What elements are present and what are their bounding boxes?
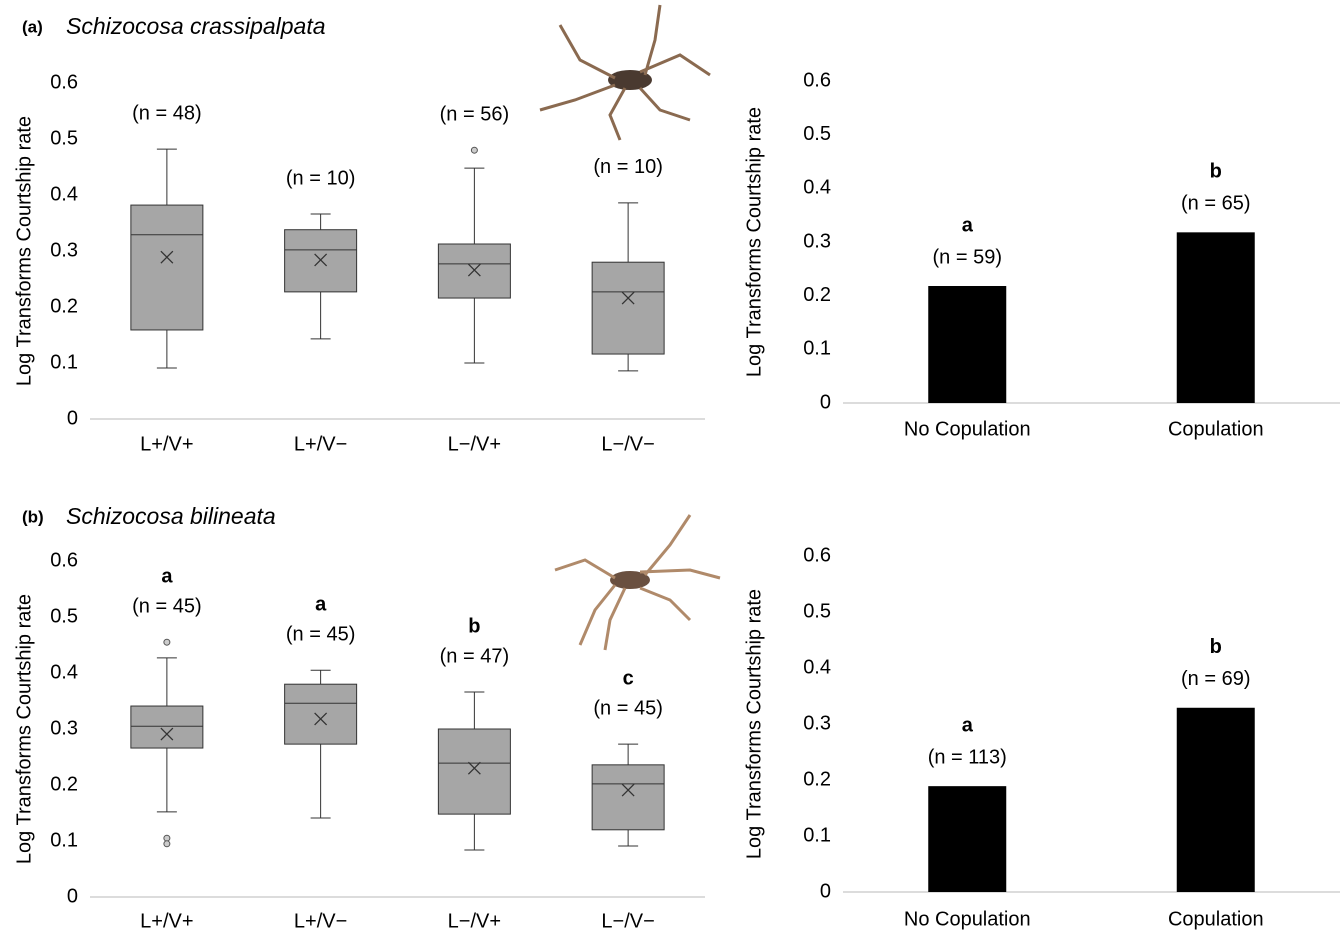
y-axis-label: Log Transforms Courtship rate xyxy=(743,107,765,377)
box xyxy=(592,262,664,354)
bar xyxy=(928,786,1006,892)
y-tick-label: 0 xyxy=(67,407,78,429)
x-tick-label: L−/V+ xyxy=(448,910,501,932)
y-axis-label: Log Transforms Courtship rate xyxy=(13,594,35,864)
y-tick-label: 0.2 xyxy=(50,295,78,317)
y-tick-label: 0 xyxy=(820,391,831,413)
y-tick-label: 0.2 xyxy=(803,284,831,306)
significance-letter: b xyxy=(1210,161,1222,183)
y-tick-label: 0.3 xyxy=(803,230,831,252)
n-label: (n = 47) xyxy=(440,645,509,667)
spider-photo xyxy=(555,515,720,650)
box xyxy=(438,729,510,814)
x-tick-label: L−/V+ xyxy=(448,433,501,455)
y-tick-label: 0.3 xyxy=(50,717,78,739)
box xyxy=(438,244,510,298)
y-tick-label: 0.3 xyxy=(803,712,831,734)
significance-letter: b xyxy=(1210,636,1222,658)
significance-letter: c xyxy=(623,667,634,689)
y-tick-label: 0.2 xyxy=(50,773,78,795)
y-tick-label: 0 xyxy=(820,880,831,902)
panel-label: (a) xyxy=(22,17,43,36)
x-tick-label: L+/V+ xyxy=(140,433,193,455)
n-label: (n = 59) xyxy=(933,246,1002,268)
x-tick-label: L+/V− xyxy=(294,910,347,932)
significance-letter: a xyxy=(315,593,327,615)
n-label: (n = 10) xyxy=(593,156,662,178)
y-tick-label: 0.1 xyxy=(803,338,831,360)
y-tick-label: 0.2 xyxy=(803,768,831,790)
y-tick-label: 0.1 xyxy=(803,824,831,846)
y-tick-label: 0.6 xyxy=(50,549,78,571)
x-tick-label: L−/V− xyxy=(601,910,654,932)
panel-label: (b) xyxy=(22,507,44,526)
outlier xyxy=(164,639,170,645)
box xyxy=(592,765,664,830)
n-label: (n = 45) xyxy=(593,697,662,719)
y-tick-label: 0.5 xyxy=(50,605,78,627)
figure: (a) Schizocosa crassipalpata Log Transform… xyxy=(0,0,1342,935)
significance-letter: b xyxy=(468,615,480,637)
y-tick-label: 0.4 xyxy=(803,656,831,678)
y-tick-label: 0.4 xyxy=(50,661,78,683)
n-label: (n = 69) xyxy=(1181,668,1250,690)
y-tick-label: 0.5 xyxy=(803,123,831,145)
y-tick-label: 0.5 xyxy=(803,600,831,622)
y-tick-label: 0.5 xyxy=(50,127,78,149)
x-tick-label: L+/V+ xyxy=(140,910,193,932)
n-label: (n = 48) xyxy=(132,102,201,124)
box xyxy=(285,684,357,744)
x-tick-label: Copulation xyxy=(1168,908,1264,930)
spider-photo xyxy=(540,5,710,140)
box xyxy=(131,205,203,330)
y-tick-label: 0.4 xyxy=(803,177,831,199)
n-label: (n = 10) xyxy=(286,167,355,189)
box xyxy=(131,706,203,748)
significance-letter: a xyxy=(962,214,974,236)
y-tick-label: 0.1 xyxy=(50,829,78,851)
n-label: (n = 45) xyxy=(286,623,355,645)
n-label: (n = 113) xyxy=(928,746,1007,768)
y-tick-label: 0 xyxy=(67,885,78,907)
x-tick-label: No Copulation xyxy=(904,418,1031,440)
outlier xyxy=(164,841,170,847)
n-label: (n = 65) xyxy=(1181,193,1250,215)
y-tick-label: 0.6 xyxy=(50,71,78,93)
significance-letter: a xyxy=(161,565,173,587)
y-axis-label: Log Transforms Courtship rate xyxy=(13,116,35,386)
y-axis-label: Log Transforms Courtship rate xyxy=(743,589,765,859)
x-tick-label: No Copulation xyxy=(904,908,1031,930)
panel-title: Schizocosa crassipalpata xyxy=(66,13,326,39)
y-tick-label: 0.6 xyxy=(803,544,831,566)
x-tick-label: Copulation xyxy=(1168,418,1264,440)
y-tick-label: 0.6 xyxy=(803,69,831,91)
n-label: (n = 56) xyxy=(440,103,509,125)
bar xyxy=(1177,232,1255,403)
x-tick-label: L+/V− xyxy=(294,433,347,455)
x-tick-label: L−/V− xyxy=(601,433,654,455)
outlier xyxy=(471,147,477,153)
panel-title: Schizocosa bilineata xyxy=(66,503,276,529)
y-tick-label: 0.1 xyxy=(50,351,78,373)
y-tick-label: 0.3 xyxy=(50,239,78,261)
bar xyxy=(928,286,1006,403)
bar xyxy=(1177,708,1255,892)
n-label: (n = 45) xyxy=(132,595,201,617)
significance-letter: a xyxy=(962,714,974,736)
y-tick-label: 0.4 xyxy=(50,183,78,205)
